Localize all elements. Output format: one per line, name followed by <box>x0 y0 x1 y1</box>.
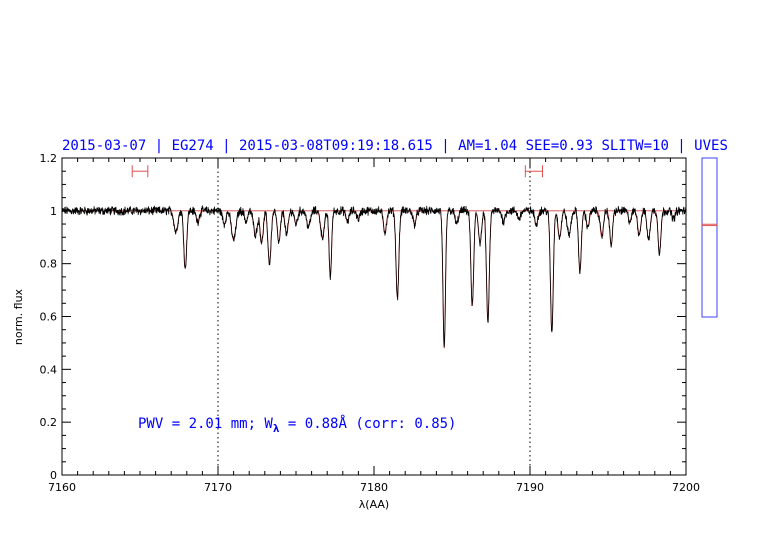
x-tick-label: 7180 <box>360 481 388 494</box>
y-axis-label: norm. flux <box>12 288 25 345</box>
lambda-subscript: λ <box>273 422 280 435</box>
sidebar-gauge-frame <box>701 157 718 318</box>
range-marker <box>524 165 543 178</box>
y-tick-label: 0.6 <box>40 311 58 324</box>
x-tick-label: 7200 <box>672 481 700 494</box>
chart-title: 2015-03-07 | EG274 | 2015-03-08T09:19:18… <box>62 138 728 154</box>
sidebar-gauge <box>701 157 718 318</box>
y-tick-label: 0.8 <box>40 258 58 271</box>
y-tick-label: 1 <box>50 205 57 218</box>
x-tick-label: 7190 <box>516 481 544 494</box>
model-spectrum-line <box>62 210 686 349</box>
x-tick-label: 7170 <box>204 481 232 494</box>
axes <box>61 157 687 476</box>
pwv-prefix: PWV = 2.01 mm; W <box>138 416 273 432</box>
x-axis-label: λ(AA) <box>359 498 389 511</box>
marker-layer <box>131 158 543 475</box>
pwv-annotation: PWV = 2.01 mm; Wλ = 0.88Å (corr: 0.85) <box>138 415 457 435</box>
y-tick-label: 1.2 <box>40 152 58 165</box>
y-tick-label: 0.2 <box>40 416 58 429</box>
range-marker <box>131 165 149 178</box>
spectrum-layer <box>62 204 686 349</box>
y-tick-label: 0.4 <box>40 363 58 376</box>
tick-labels: 7160 7170 7180 7190 7200 0 0.2 0.4 0.6 0.8 1 1.2 <box>40 152 701 494</box>
x-tick-label: 7160 <box>48 481 76 494</box>
y-tick-label: 0 <box>50 469 57 482</box>
observed-spectrum-line <box>62 204 686 348</box>
pwv-suffix: = 0.88Å (corr: 0.85) <box>279 415 456 432</box>
